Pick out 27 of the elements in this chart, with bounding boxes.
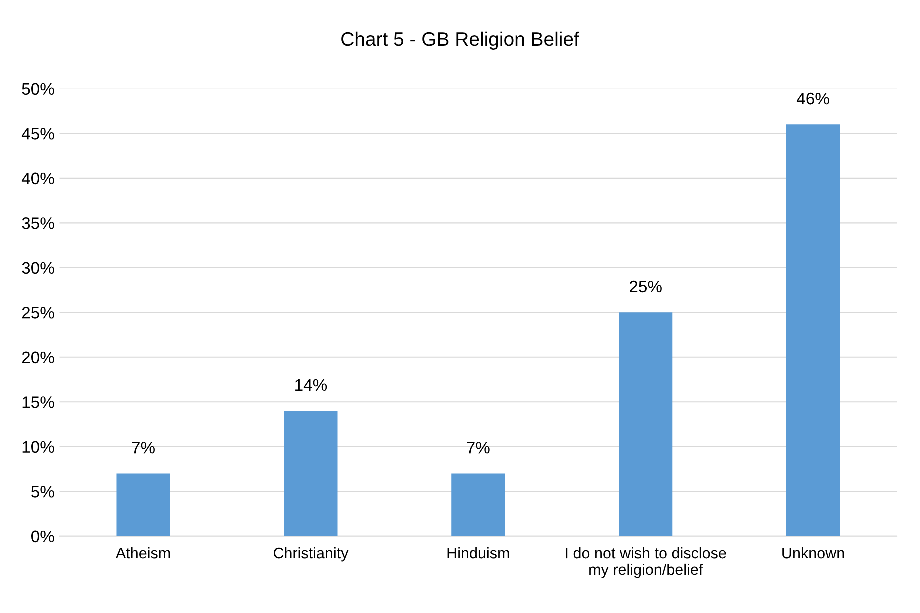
bar <box>786 124 840 536</box>
data-label: 7% <box>132 442 155 454</box>
bar <box>619 312 673 536</box>
y-tick-label: 40% <box>22 172 54 185</box>
y-tick-label: 50% <box>22 83 54 96</box>
y-tick-label: 35% <box>22 218 54 230</box>
y-tick-label: 10% <box>22 441 54 454</box>
y-tick-label: 30% <box>22 262 54 274</box>
data-label: 25% <box>630 280 662 293</box>
x-tick-label: I do not wish to disclose my religion/belief <box>566 547 726 578</box>
x-tick-label: Hinduism <box>448 547 510 559</box>
y-tick-label: 15% <box>22 396 54 408</box>
y-tick-label: 25% <box>22 307 54 319</box>
x-tick-label: Atheism <box>116 547 170 559</box>
chart-title: Chart 5 - GB Religion Belief <box>342 32 580 50</box>
y-tick-label: 5% <box>32 486 54 498</box>
x-tick-label: Unknown <box>782 547 844 559</box>
y-tick-label: 20% <box>22 352 54 364</box>
bar <box>452 474 506 536</box>
y-tick-label: 0% <box>32 530 54 543</box>
bar <box>116 474 170 536</box>
y-tick-label: 45% <box>22 128 54 140</box>
data-label: 7% <box>467 442 490 454</box>
x-tick-label: Christianity <box>274 547 349 562</box>
data-label: 46% <box>796 92 830 105</box>
data-label: 14% <box>296 379 328 392</box>
bar <box>284 411 338 536</box>
